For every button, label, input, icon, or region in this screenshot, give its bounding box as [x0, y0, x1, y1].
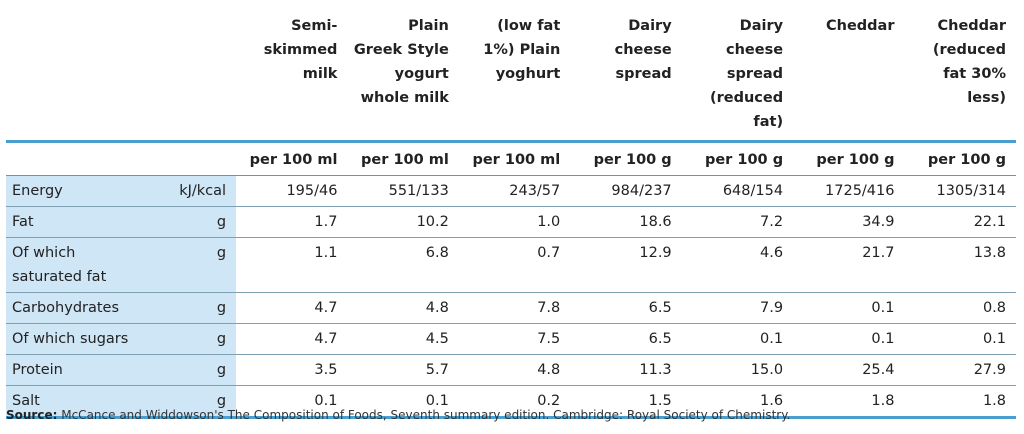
table-cell: 5.7 — [347, 354, 459, 386]
table-cell: 0.1 — [793, 323, 905, 355]
table-cell: 984/237 — [570, 175, 682, 207]
table-cell: 4.6 — [681, 237, 794, 293]
table-cell: 22.1 — [904, 206, 1016, 238]
table-cell: 1.1 — [236, 237, 348, 293]
table-cell: 6.5 — [570, 292, 682, 324]
table-cell: 12.9 — [570, 237, 682, 293]
table-row: Carbohydrates g 4.7 4.8 7.8 6.5 7.9 0.1 0.8 — [6, 292, 1016, 324]
column-header: Dairy cheese spread (reduced fat) — [709, 18, 784, 130]
table-cell: 7.5 — [458, 323, 571, 355]
row-label: Fat — [6, 206, 167, 238]
table-cell: 648/154 — [681, 175, 794, 207]
source-text: McCance and Widdowson's The Composition … — [61, 408, 791, 422]
table-row: Protein g 3.5 5.7 4.8 11.3 15.0 25.4 27.9 — [6, 354, 1016, 386]
row-unit: g — [166, 354, 237, 386]
table-cell: 1.8 — [904, 385, 1016, 419]
table-body: Energy kJ/kcal 195/46 551/133 243/57 984/237 6… — [6, 175, 1016, 419]
table-cell: 21.7 — [793, 237, 905, 293]
table-cell: 6.5 — [570, 323, 682, 355]
table-row: Of which sugars g 4.7 4.5 7.5 6.5 0.1 0.1 0.1 — [6, 323, 1016, 355]
row-unit: kJ/kcal — [166, 175, 237, 207]
row-unit: g — [166, 292, 237, 324]
table-cell: 10.2 — [347, 206, 459, 238]
table-cell: 7.8 — [458, 292, 571, 324]
table-cell: 0.1 — [681, 323, 794, 355]
unit-header-row: per 100 ml per 100 ml per 100 ml per 100… — [6, 142, 1016, 176]
table-cell: 13.8 — [904, 237, 1016, 293]
column-header: Cheddar — [825, 18, 895, 34]
table-row: Fat g 1.7 10.2 1.0 18.6 7.2 34.9 22.1 — [6, 206, 1016, 238]
table-cell: 0.7 — [458, 237, 571, 293]
table-cell: 1.5 — [570, 385, 682, 419]
table-row: Salt g 0.1 0.1 0.2 1.5 1.6 1.8 1.8 — [6, 385, 1016, 419]
table-cell: 4.5 — [347, 323, 459, 355]
column-header: Plain Greek Style yogurt whole milk — [353, 18, 449, 106]
header-blank — [6, 6, 236, 142]
table-cell: 6.8 — [347, 237, 459, 293]
table-cell: 7.9 — [681, 292, 794, 324]
table-cell: 15.0 — [681, 354, 794, 386]
table-row: Of which saturated fat g 1.1 6.8 0.7 12.9 4.6 21… — [6, 237, 1016, 293]
table-cell: 1305/314 — [904, 175, 1016, 207]
table-cell: 25.4 — [793, 354, 905, 386]
row-unit: g — [166, 206, 237, 238]
table-cell: 34.9 — [793, 206, 905, 238]
table-cell: 0.8 — [904, 292, 1016, 324]
row-unit: g — [166, 385, 237, 419]
table-cell: 195/46 — [236, 175, 348, 207]
table-cell: 4.7 — [236, 292, 348, 324]
column-unit: per 100 g — [816, 152, 895, 168]
table-cell: 27.9 — [904, 354, 1016, 386]
table-cell: 243/57 — [458, 175, 571, 207]
table-cell: 1.8 — [793, 385, 905, 419]
nutrition-table: Semi-skimmed milk Plain Greek Style yogurt w… — [6, 6, 1016, 419]
column-header-row: Semi-skimmed milk Plain Greek Style yogurt w… — [6, 6, 1016, 142]
table-cell: 1.6 — [681, 385, 794, 419]
table-cell: 1.7 — [236, 206, 348, 238]
table-cell: 3.5 — [236, 354, 348, 386]
table-cell: 4.8 — [347, 292, 459, 324]
table-cell: 0.1 — [793, 292, 905, 324]
table-cell: 4.7 — [236, 323, 348, 355]
column-unit: per 100 ml — [249, 152, 338, 168]
row-unit: g — [166, 323, 237, 355]
table-cell: 0.1 — [236, 385, 348, 419]
table-cell: 551/133 — [347, 175, 459, 207]
row-label: Carbohydrates — [6, 292, 167, 324]
table-cell: 0.2 — [458, 385, 571, 419]
header-blank — [6, 142, 236, 176]
table-cell: 0.1 — [347, 385, 459, 419]
table-cell: 1.0 — [458, 206, 571, 238]
column-header: Dairy cheese spread — [614, 18, 672, 82]
column-unit: per 100 g — [704, 152, 784, 168]
row-label: Of which saturated fat — [6, 237, 167, 293]
source-prefix: Source: — [6, 408, 58, 422]
row-unit: g — [166, 237, 237, 293]
table-row: Energy kJ/kcal 195/46 551/133 243/57 984/237 6… — [6, 175, 1016, 207]
table-cell: 18.6 — [570, 206, 682, 238]
column-header: Cheddar (reduced fat 30% less) — [932, 18, 1006, 106]
column-unit: per 100 g — [593, 152, 672, 168]
row-label: Protein — [6, 354, 167, 386]
column-header: (low fat 1%) Plain yoghurt — [483, 18, 561, 82]
column-unit: per 100 g — [927, 152, 1006, 168]
row-label: Of which sugars — [6, 323, 167, 355]
row-label: Energy — [6, 175, 167, 207]
table-cell: 0.1 — [904, 323, 1016, 355]
table-cell: 1725/416 — [793, 175, 905, 207]
table-cell: 7.2 — [681, 206, 794, 238]
column-unit: per 100 ml — [472, 152, 561, 168]
source-note: Source: McCance and Widdowson's The Comp… — [6, 408, 790, 422]
table-cell: 11.3 — [570, 354, 682, 386]
row-label: Salt — [6, 385, 167, 419]
column-header: Semi-skimmed milk — [263, 18, 338, 82]
table-cell: 4.8 — [458, 354, 571, 386]
column-unit: per 100 ml — [361, 152, 449, 168]
